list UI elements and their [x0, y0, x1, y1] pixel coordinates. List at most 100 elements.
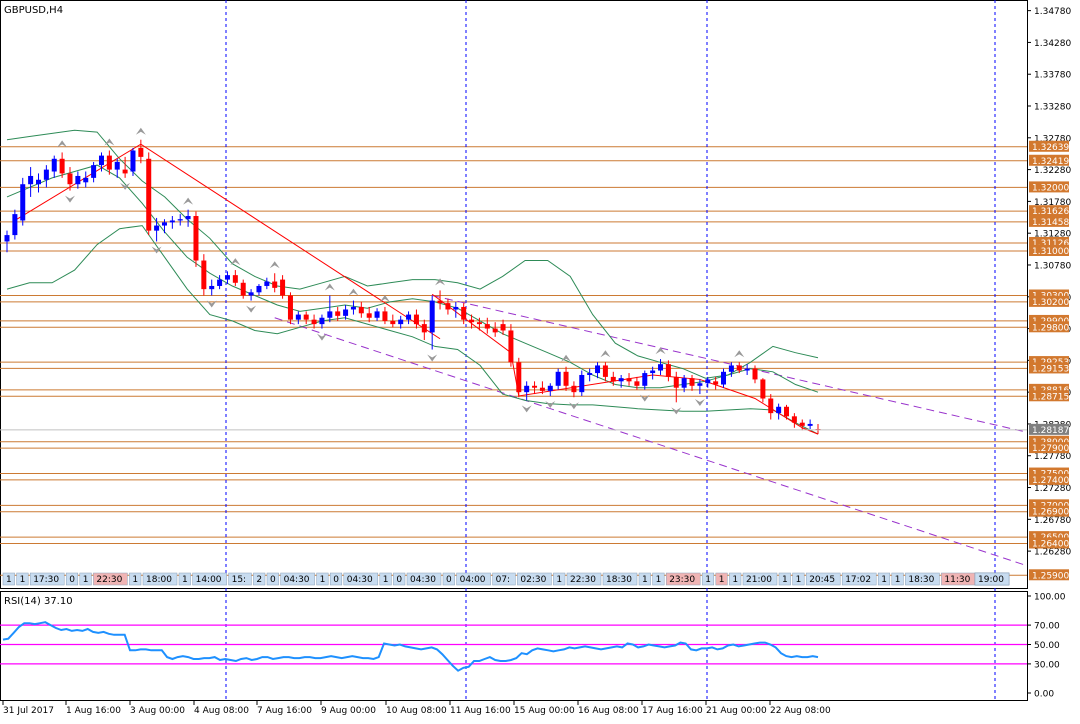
price-tick-label: 1.31780: [1034, 198, 1071, 208]
candle-body: [776, 406, 782, 414]
time-badge: [142, 572, 178, 586]
time-badge: [280, 572, 315, 586]
level-price-label: 1.31000: [1032, 247, 1069, 257]
current-price-label: 1.28187: [1032, 426, 1069, 436]
level-price-box: [1029, 205, 1069, 217]
fractal-up-arrow: [600, 350, 611, 358]
candle-body: [83, 177, 89, 183]
level-price-box: [1029, 467, 1069, 479]
fractal-up-arrow: [230, 258, 241, 266]
candle-body: [658, 364, 664, 371]
candle-body: [154, 225, 160, 231]
candle-body: [280, 279, 286, 296]
candle-body: [728, 365, 734, 372]
candle-body: [28, 175, 34, 185]
candle-body: [634, 381, 640, 386]
channel-upper-line: [432, 295, 1028, 433]
level-price-box: [1029, 362, 1069, 374]
time-badge-label: 1: [895, 575, 901, 585]
level-price-box: [1029, 499, 1069, 511]
price-tick-label: 1.31280: [1034, 230, 1071, 240]
level-price-label: 1.32639: [1032, 143, 1069, 153]
time-badge-label: 1: [83, 575, 89, 585]
candle-body: [784, 406, 790, 417]
level-price-box: [1029, 154, 1069, 166]
time-tick-label: 4 Aug 08:00: [194, 706, 249, 716]
candle-body: [595, 365, 601, 374]
candle-body: [177, 219, 183, 221]
candle-body: [106, 155, 112, 170]
candle-body: [768, 398, 774, 414]
current-price-box: [1029, 423, 1069, 435]
time-badges-row: 1 1 17:30 0 1 22:30 1 18:00 1 14:00 15: 2 0 04:30 1 0 04…: [2, 572, 1010, 586]
time-badge: [877, 572, 891, 586]
time-badge-label: 1: [732, 575, 738, 585]
candle-body: [256, 285, 262, 293]
time-badge: [805, 572, 841, 586]
time-badge: [266, 572, 279, 586]
candle-body: [358, 306, 364, 314]
time-badge: [665, 572, 701, 586]
time-badge-label: 21:00: [746, 575, 772, 585]
level-price-box: [1029, 314, 1069, 326]
candle-body: [327, 311, 333, 318]
candle-body: [350, 306, 356, 310]
fractal-up-arrow: [379, 294, 390, 302]
fractal-down-arrow: [671, 407, 682, 415]
candle-body: [445, 303, 451, 310]
fractal-down-arrow: [246, 305, 257, 313]
price-tick-label: 1.30780: [1034, 261, 1071, 271]
candle-body: [587, 373, 593, 375]
candle-body: [374, 311, 380, 318]
time-badge: [905, 572, 940, 586]
bollinger-upper-band: [6, 129, 819, 379]
fractal-down-arrow: [316, 333, 327, 341]
candle-body: [799, 422, 805, 426]
candle-body: [224, 275, 230, 280]
price-tick-label: 1.32280: [1034, 166, 1071, 176]
time-badge-label: 1: [881, 575, 887, 585]
candle-body: [130, 150, 136, 172]
time-badge-label: 1: [320, 575, 326, 585]
time-badge-label: 1: [796, 575, 802, 585]
rsi-pane-frame: [0, 591, 1028, 701]
time-tick-label: 3 Aug 00:00: [130, 706, 185, 716]
time-badge-label: 1: [182, 575, 188, 585]
time-badge-label: 1: [642, 575, 648, 585]
candle-body: [673, 376, 679, 388]
fractal-up-arrow: [269, 261, 280, 269]
time-badge-label: 04:00: [460, 575, 486, 585]
candle-body: [744, 368, 750, 371]
candle-body: [138, 147, 144, 157]
time-badge: [566, 572, 602, 586]
level-price-label: 1.32000: [1032, 183, 1069, 193]
candle-body: [169, 220, 175, 223]
candle-body: [547, 385, 553, 391]
time-badge-label: 14:00: [196, 575, 222, 585]
level-price-label: 1.29800: [1032, 323, 1069, 333]
candle-body: [59, 158, 65, 174]
time-axis: 31 Jul 2017 1 Aug 16:00 3 Aug 00:00 4 Aug 0…: [2, 701, 831, 716]
candle-body: [287, 295, 293, 320]
candle-body: [563, 371, 569, 386]
time-badge: [517, 572, 552, 586]
time-badge: [93, 572, 128, 586]
price-tick-label: 1.33780: [1034, 71, 1071, 81]
candle-body: [406, 314, 412, 320]
candle-body: [626, 378, 632, 382]
candle-body: [681, 378, 687, 388]
candle-body: [524, 385, 530, 393]
level-price-label: 1.32419: [1032, 157, 1069, 167]
time-badge-label: 15:: [232, 575, 246, 585]
candle-body: [146, 158, 152, 231]
time-badge-label: 1: [705, 575, 711, 585]
level-price-box: [1029, 215, 1069, 227]
rsi-tick-label: 70.00: [1034, 622, 1060, 632]
time-badge: [129, 572, 142, 586]
time-badge: [553, 572, 566, 586]
candle-body: [484, 324, 490, 329]
candle-body: [642, 373, 648, 386]
level-price-label: 1.26900: [1032, 508, 1069, 518]
